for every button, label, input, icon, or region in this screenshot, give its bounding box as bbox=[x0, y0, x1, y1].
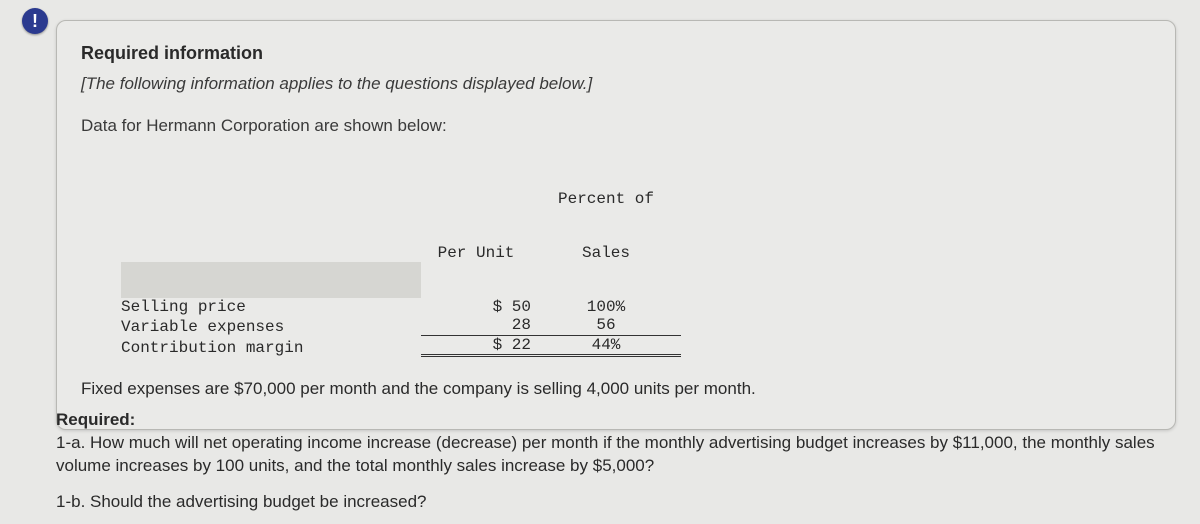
header-percent-line2: Sales bbox=[531, 244, 681, 262]
required-section: Required: 1-a. How much will net operati… bbox=[56, 410, 1176, 512]
card-italic-note: [The following information applies to th… bbox=[81, 74, 1151, 94]
row-label: Variable expenses bbox=[121, 318, 421, 336]
row-unit: $ 22 bbox=[421, 336, 531, 357]
blank-shaded-cell bbox=[121, 262, 421, 298]
row-label: Selling price bbox=[121, 298, 421, 316]
card-heading: Required information bbox=[81, 43, 1151, 64]
header-percent-line1: Percent of bbox=[531, 190, 681, 208]
info-badge: ! bbox=[22, 8, 48, 34]
required-heading: Required: bbox=[56, 410, 1176, 430]
question-1a: 1-a. How much will net operating income … bbox=[56, 432, 1176, 478]
row-pct: 44% bbox=[531, 336, 681, 357]
row-unit: $ 50 bbox=[421, 298, 531, 316]
row-pct: 100% bbox=[531, 298, 681, 316]
row-label: Contribution margin bbox=[121, 339, 421, 357]
card-footer: Fixed expenses are $70,000 per month and… bbox=[81, 379, 1151, 399]
table-row: Variable expenses 28 56 bbox=[121, 316, 1151, 336]
header-per-unit: Per Unit bbox=[421, 208, 531, 298]
info-card: Required information [The following info… bbox=[56, 20, 1176, 430]
table-row: Contribution margin $ 22 44% bbox=[121, 336, 1151, 357]
card-intro: Data for Hermann Corporation are shown b… bbox=[81, 116, 1151, 136]
row-unit: 28 bbox=[421, 316, 531, 336]
question-1b: 1-b. Should the advertising budget be in… bbox=[56, 492, 1176, 512]
table-header-row: Per Unit Percent of Sales bbox=[121, 154, 1151, 298]
header-per-unit-text: Per Unit bbox=[421, 244, 531, 262]
header-percent: Percent of Sales bbox=[531, 154, 681, 298]
row-pct: 56 bbox=[531, 316, 681, 336]
table-row: Selling price $ 50 100% bbox=[121, 298, 1151, 316]
badge-glyph: ! bbox=[32, 11, 38, 32]
data-table: Per Unit Percent of Sales Selling price … bbox=[121, 154, 1151, 357]
